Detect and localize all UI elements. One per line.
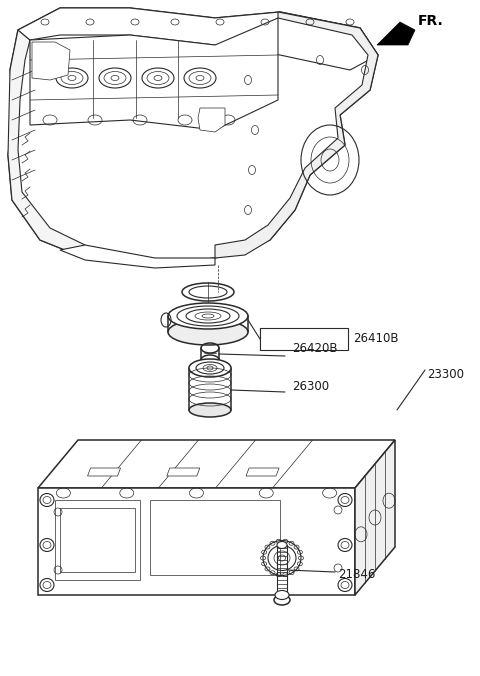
Text: 26420B: 26420B <box>292 343 337 356</box>
Polygon shape <box>150 500 280 575</box>
Polygon shape <box>60 245 215 268</box>
Ellipse shape <box>168 303 248 329</box>
Polygon shape <box>18 8 378 70</box>
Polygon shape <box>215 12 378 258</box>
Polygon shape <box>167 468 200 476</box>
Polygon shape <box>355 440 395 595</box>
Polygon shape <box>246 468 279 476</box>
Polygon shape <box>198 108 225 132</box>
Polygon shape <box>87 468 120 476</box>
Polygon shape <box>38 440 395 488</box>
Text: 26410B: 26410B <box>353 333 398 345</box>
Polygon shape <box>38 488 355 595</box>
Text: 26300: 26300 <box>292 379 329 393</box>
Polygon shape <box>60 508 135 572</box>
Text: FR.: FR. <box>418 14 444 28</box>
Ellipse shape <box>277 541 287 548</box>
Ellipse shape <box>275 591 289 600</box>
Polygon shape <box>55 500 140 580</box>
FancyBboxPatch shape <box>260 328 348 350</box>
Polygon shape <box>8 30 85 258</box>
Polygon shape <box>8 8 378 265</box>
Polygon shape <box>32 42 70 80</box>
Text: 21846: 21846 <box>338 569 375 581</box>
Polygon shape <box>30 18 278 130</box>
Ellipse shape <box>168 319 248 345</box>
Polygon shape <box>377 22 415 45</box>
Ellipse shape <box>189 359 231 377</box>
Text: 23300: 23300 <box>427 368 464 381</box>
Ellipse shape <box>201 355 219 365</box>
Ellipse shape <box>189 403 231 417</box>
Ellipse shape <box>274 595 290 605</box>
